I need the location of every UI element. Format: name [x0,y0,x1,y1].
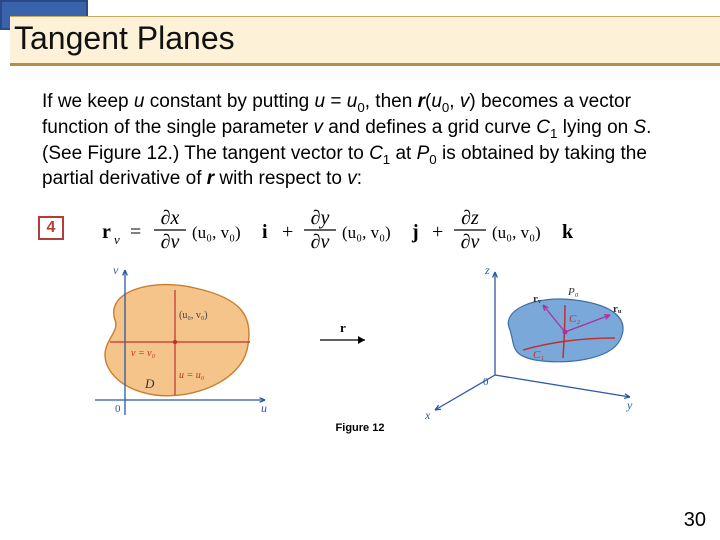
svg-text:x: x [424,408,431,420]
svg-text:y: y [626,398,633,412]
svg-text:z: z [484,263,490,277]
body-paragraph: If we keep u constant by putting u = u0,… [42,90,678,192]
figure-left-domain: (u₀, v₀) v = v₀ u = u₀ D 0 u v [75,260,275,420]
svg-text:C₂: C₂ [569,313,580,325]
svg-text:r: r [102,221,111,243]
equation-formula: rv=∂x∂v(u₀, v₀)i+∂y∂v(u₀, v₀)j+∂z∂v(u₀, … [98,202,658,254]
svg-text:i: i [262,221,268,243]
svg-text:rᵥ: rᵥ [533,293,542,305]
svg-text:C₁: C₁ [533,349,544,361]
svg-text:j: j [411,221,419,243]
svg-text:∂x: ∂x [161,207,180,229]
equation-row: 4 rv=∂x∂v(u₀, v₀)i+∂y∂v(u₀, v₀)j+∂z∂v(u₀… [38,202,720,254]
svg-text:∂v: ∂v [461,231,480,253]
svg-text:(u₀, v₀): (u₀, v₀) [492,223,541,242]
svg-text:(u₀, v₀): (u₀, v₀) [179,310,208,321]
svg-text:u: u [261,401,267,415]
svg-text:k: k [562,221,574,243]
svg-text:0: 0 [483,376,489,388]
svg-text:P₀: P₀ [567,286,579,298]
slide-title: Tangent Planes [14,20,235,57]
figure-caption: Figure 12 [0,422,720,434]
header-title-bar: Tangent Planes [10,16,720,66]
slide-header: Tangent Planes [0,0,720,74]
svg-text:∂z: ∂z [461,207,479,229]
svg-text:D: D [144,376,155,391]
svg-text:=: = [130,221,141,243]
svg-text:+: + [432,221,443,243]
figure-right-surface: z y x 0 P₀ rᵥ rᵤ C₁ C₂ [415,260,645,420]
svg-text:+: + [282,221,293,243]
svg-text:rᵤ: rᵤ [613,303,622,315]
svg-text:∂y: ∂y [311,207,330,229]
svg-text:r: r [340,320,346,335]
svg-text:v = v₀: v = v₀ [131,348,156,359]
svg-text:u = u₀: u = u₀ [179,370,205,381]
equation-number-box: 4 [38,216,64,240]
svg-text:(u₀, v₀): (u₀, v₀) [342,223,391,242]
figure-map-arrow: r [315,260,375,420]
svg-text:∂v: ∂v [161,231,180,253]
svg-text:0: 0 [115,403,121,415]
svg-text:v: v [113,263,119,277]
svg-text:v: v [114,232,120,247]
figure-row: (u₀, v₀) v = v₀ u = u₀ D 0 u v r z y x 0 P₀ rᵥ rᵤ C₁ C… [0,260,720,420]
page-number: 30 [684,509,706,532]
svg-text:(u₀, v₀): (u₀, v₀) [192,223,241,242]
svg-text:∂v: ∂v [311,231,330,253]
